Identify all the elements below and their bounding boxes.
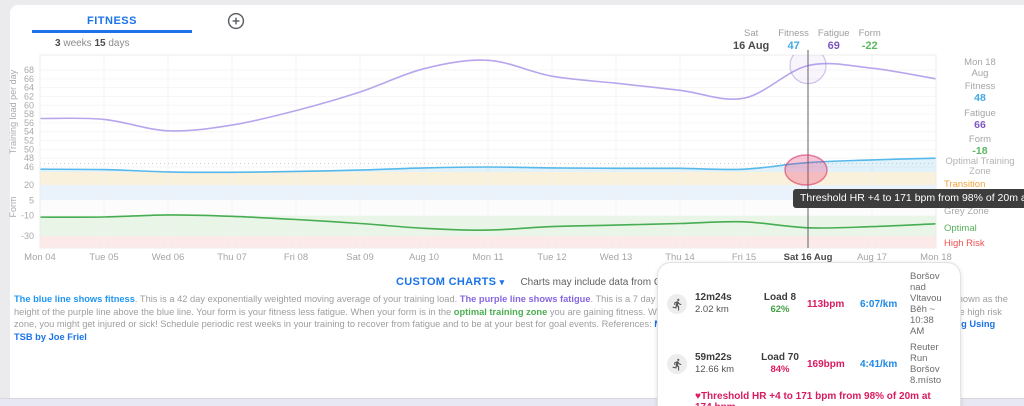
svg-text:46: 46 <box>24 162 34 172</box>
activity-heart-rate: 169bpm <box>807 358 845 370</box>
svg-text:54: 54 <box>24 127 34 137</box>
hover-date: Sat 16 Aug <box>733 28 770 52</box>
threshold-event-marker <box>784 154 828 186</box>
tab-fitness[interactable]: FITNESS <box>87 15 137 27</box>
activity-heart-rate: 113bpm <box>807 298 845 310</box>
threshold-note: ♥Threshold HR +4 to 171 bpm from 98% of … <box>695 391 931 406</box>
activity-pace: 6:07/km <box>860 298 898 310</box>
x-axis-label: Wed 06 <box>152 252 185 263</box>
panel-form-label: Form <box>968 134 992 145</box>
svg-text:60: 60 <box>24 100 34 110</box>
x-axis-label: Thu 07 <box>217 252 247 263</box>
panel-fatigue-value: 66 <box>974 119 986 131</box>
svg-text:64: 64 <box>24 83 34 93</box>
hover-form: Form -22 <box>858 28 881 52</box>
activity-row[interactable]: 12m24s 2.02 km Load 8 62% 113bpm 6:07/km Boršo… <box>667 268 950 339</box>
runner-icon-badge <box>667 354 687 374</box>
activity-load: Load 70 84% <box>761 352 799 375</box>
zone-label-grey: Grey Zone <box>944 206 989 217</box>
zone-label-high-risk: High Risk <box>944 238 985 249</box>
panel-zone-caption: Optimal Training Zone <box>945 156 1015 177</box>
add-chart-button[interactable] <box>227 12 245 30</box>
panel-fatigue-label: Fatigue <box>964 108 996 119</box>
activity-name: Boršov nad Vltavou Běh ~ 10:38 AM <box>910 271 942 337</box>
x-axis-label: Thu 14 <box>665 252 695 263</box>
hover-values-header: Sat 16 Aug Fitness 47 Fatigue 69 Form -2… <box>733 28 881 52</box>
period-label: 3 weeks 15 days <box>55 38 130 49</box>
fatigue-hover-marker <box>789 55 827 85</box>
svg-text:50: 50 <box>24 144 34 154</box>
tab-active-indicator <box>32 30 192 33</box>
svg-text:48: 48 <box>24 153 34 163</box>
x-axis-label: Tue 12 <box>537 252 566 263</box>
activity-load: Load 8 62% <box>763 292 797 315</box>
activity-duration: 12m24s 2.02 km <box>695 292 732 315</box>
x-axis-label: Aug 10 <box>409 252 439 263</box>
chart-tooltip: Threshold HR +4 to 171 bpm from 98% of 2… <box>793 189 1024 208</box>
runner-icon-badge <box>667 294 687 314</box>
x-axis-label: Aug 17 <box>857 252 887 263</box>
svg-text:-30: -30 <box>21 231 34 241</box>
x-axis-label: Sat 09 <box>346 252 373 263</box>
x-axis-label: Mon 04 <box>24 252 56 263</box>
svg-text:52: 52 <box>24 136 34 146</box>
svg-text:-10: -10 <box>21 211 34 221</box>
heart-icon: ♥ <box>695 391 701 402</box>
caret-down-icon: ▾ <box>499 277 505 287</box>
zone-label-transition: Transition <box>944 179 986 190</box>
x-axis-label: Mon 18 <box>920 252 952 263</box>
panel-fitness-label: Fitness <box>964 81 996 92</box>
activity-row[interactable]: 59m22s 12.66 km Load 70 84% 169bpm 4:41/km Reu… <box>667 339 950 388</box>
svg-text:20: 20 <box>24 180 34 190</box>
panel-date: Mon 18 Aug <box>964 57 996 79</box>
activity-popup: 12m24s 2.02 km Load 8 62% 113bpm 6:07/km Boršo… <box>657 262 961 406</box>
panel-fitness-value: 48 <box>974 92 986 104</box>
runner-icon <box>672 298 681 310</box>
activity-duration: 59m22s 12.66 km <box>695 352 735 375</box>
right-summary-panel: Mon 18 Aug Fitness 48 Fatigue 66 Form -1… <box>938 0 1022 406</box>
description-text: The purple line shows fatigue <box>459 294 591 304</box>
custom-charts-row: CUSTOM CHARTS ▾ Charts may include data … <box>396 276 723 288</box>
plus-circle-icon <box>227 12 245 30</box>
runner-icon <box>672 358 681 370</box>
description-text: . This is a 42 day exponentially weighte… <box>134 294 460 304</box>
x-axis-label: Wed 13 <box>600 252 633 263</box>
description-text: The blue line shows fitness <box>14 294 135 304</box>
activity-name: Reuter Run Boršov 8.místo <box>910 342 942 386</box>
x-axis-label: Sat 16 Aug <box>784 252 833 263</box>
hover-fatigue: Fatigue 69 <box>817 28 850 52</box>
x-axis-label: Tue 05 <box>89 252 118 263</box>
description-text: you are gaining fitness. When your form … <box>547 306 727 317</box>
custom-charts-button[interactable]: CUSTOM CHARTS ▾ <box>396 276 505 288</box>
svg-text:56: 56 <box>24 118 34 128</box>
x-axis-label: Fri 08 <box>284 252 308 263</box>
zone-label-optimal: Optimal <box>944 223 977 234</box>
panel-form-value: -18 <box>972 145 988 157</box>
garmin-note: Charts may include data from Garmin devi… <box>520 276 724 288</box>
svg-text:68: 68 <box>24 65 34 75</box>
svg-text:62: 62 <box>24 91 34 101</box>
x-axis-label: Fri 15 <box>732 252 756 263</box>
description-text: optimal training zone <box>453 306 548 317</box>
svg-text:5: 5 <box>29 195 34 205</box>
x-axis-label: Mon 11 <box>473 252 504 263</box>
bottom-divider <box>0 398 1024 406</box>
hover-fitness: Fitness 47 <box>778 28 809 52</box>
svg-text:58: 58 <box>24 109 34 119</box>
svg-text:66: 66 <box>24 74 34 84</box>
activity-pace: 4:41/km <box>860 358 898 370</box>
